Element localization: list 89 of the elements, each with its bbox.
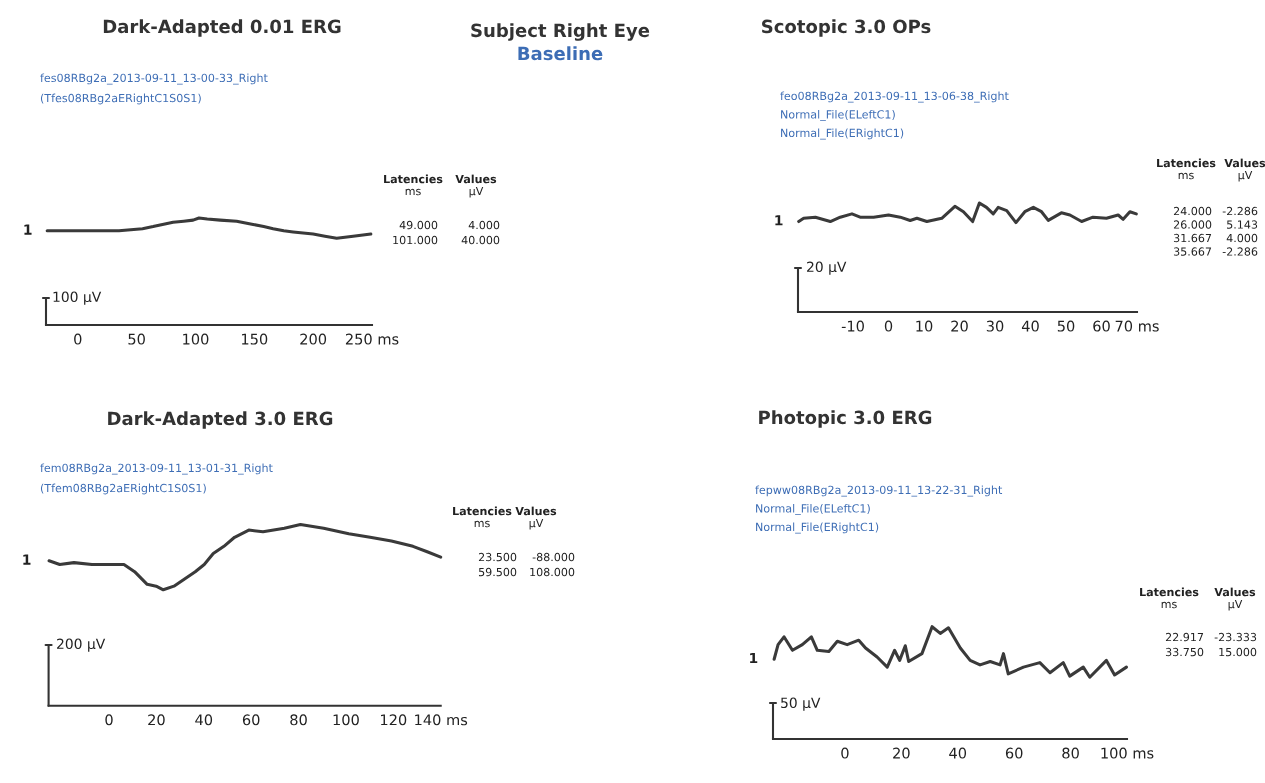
series-label: 1 (24, 224, 32, 235)
text: -2.286 (1222, 206, 1258, 216)
text: -88.000 (532, 552, 575, 562)
text: µV (1228, 599, 1243, 611)
annotation: 50 µV (781, 697, 821, 711)
text: (Tfes08RBg2aERightC1S0S1) (40, 93, 201, 105)
text: 24.000 (1173, 206, 1212, 216)
text: feo08RBg2a_2013-09-11_13-06-38_Right (780, 91, 1009, 103)
text: (Tfem08RBg2aERightC1S0S1) (40, 483, 206, 495)
text: Normal_File(ELeftC1) (781, 109, 895, 122)
x-tick-label: 140 ms (415, 714, 468, 726)
text: Latencies (384, 174, 443, 184)
text: 35.667 (1173, 247, 1212, 256)
text: Normal_File(ERightC1) (756, 522, 879, 534)
x-tick-label: 20 (951, 320, 968, 332)
text: 22.917 (1165, 632, 1204, 642)
x-tick-label: 50 (128, 333, 145, 345)
x-tick-label: 250 ms (345, 333, 399, 345)
x-tick-label: 20 (893, 747, 910, 759)
x-tick-label: 40 (1021, 320, 1039, 332)
text: Normal_File(ELeftC1) (756, 503, 870, 516)
x-tick-label: 50 (1057, 320, 1075, 332)
x-tick-label: 60 (242, 714, 260, 726)
x-tick-label: 10 (916, 320, 933, 332)
annotation: 200 µV (57, 638, 106, 652)
x-tick-label: 30 (986, 320, 1004, 332)
x-tick-label: 100 (333, 714, 359, 726)
text: Latencies (1140, 587, 1199, 597)
x-tick-label: 60 (1093, 320, 1110, 332)
text: µV (529, 518, 544, 530)
text: 4.000 (1226, 233, 1258, 243)
chart-title: Dark-Adapted 0.01 ERG (103, 19, 341, 37)
text: 31.667 (1173, 233, 1212, 243)
annotation: 100 µV (53, 291, 102, 305)
text: 15.000 (1219, 647, 1257, 657)
text: Latencies (453, 506, 512, 516)
text: 101.000 (393, 235, 438, 245)
series-label: 1 (775, 215, 783, 226)
chart-title: Photopic 3.0 ERG (759, 410, 932, 428)
text: 23.500 (478, 552, 517, 562)
text: fepww08RBg2a_2013-09-11_13-22-31_Right (755, 485, 1003, 497)
text: 49.000 (399, 220, 438, 230)
text: Values (1214, 587, 1256, 597)
text: fem08RBg2a_2013-09-11_13-01-31_Right (40, 463, 273, 475)
text: 59.500 (478, 567, 517, 577)
text: Values (1224, 158, 1265, 168)
text: 108.000 (530, 567, 575, 577)
x-tick-label: 0 (105, 714, 113, 726)
x-tick-label: 200 (300, 333, 327, 345)
text: fes08RBg2a_2013-09-11_13-00-33_Right (40, 73, 268, 85)
text: Subject Right Eye (471, 23, 650, 41)
chart-title: Scotopic 3.0 OPs (762, 19, 931, 37)
text: µV (469, 186, 484, 198)
text: Latencies (1157, 158, 1216, 168)
x-tick-label: 80 (290, 714, 307, 726)
text: 26.000 (1173, 220, 1212, 229)
text: 4.000 (468, 220, 500, 230)
text: 33.750 (1165, 647, 1204, 657)
x-tick-label: 100 ms (1101, 747, 1154, 759)
x-tick-label: 60 (1005, 747, 1023, 759)
x-tick-label: 80 (1062, 747, 1079, 759)
text: ms (1178, 172, 1194, 180)
x-tick-label: 0 (841, 747, 849, 759)
x-tick-label: 150 (241, 333, 268, 345)
x-tick-label: -10 (841, 320, 864, 332)
text: Values (515, 506, 557, 516)
chart-title: Dark-Adapted 3.0 ERG (108, 411, 333, 429)
x-tick-label: 120 (381, 714, 407, 726)
text: -2.286 (1222, 247, 1258, 256)
text: ms (474, 520, 490, 528)
text: 40.000 (461, 235, 500, 245)
x-tick-label: 20 (148, 714, 165, 726)
x-tick-label: 0 (74, 333, 82, 345)
series-label: 1 (23, 554, 31, 565)
x-tick-label: 40 (949, 747, 967, 759)
x-tick-label: 70 ms (1115, 320, 1159, 332)
x-tick-label: 0 (884, 320, 893, 332)
annotation: 20 µV (807, 261, 847, 275)
text: 5.143 (1227, 220, 1258, 229)
text: Normal_File(ERightC1) (781, 128, 904, 140)
text: µV (1238, 170, 1253, 182)
text: ms (1161, 601, 1177, 609)
text: -23.333 (1214, 632, 1257, 642)
text: Baseline (518, 46, 603, 61)
x-tick-label: 40 (195, 714, 213, 726)
text: Values (455, 174, 497, 184)
text: ms (405, 188, 421, 196)
series-label: 1 (750, 652, 758, 664)
x-tick-label: 100 (183, 333, 209, 345)
